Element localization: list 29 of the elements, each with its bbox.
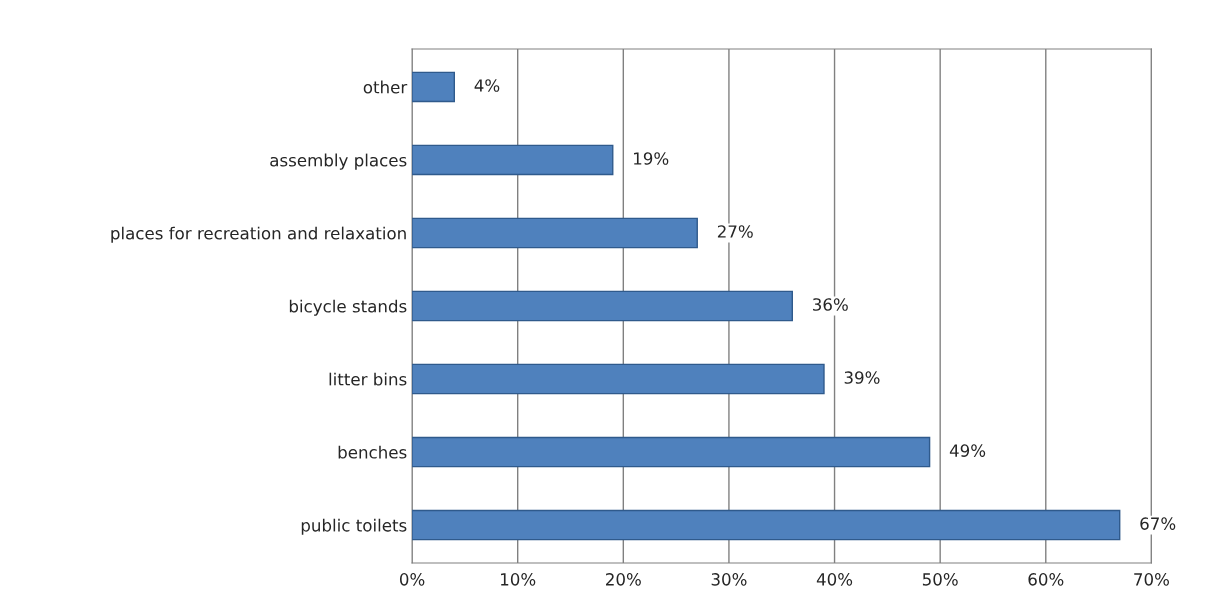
x-tick-label: 40%	[816, 573, 853, 586]
x-tick-label: 30%	[711, 573, 747, 586]
data-label: 36%	[813, 298, 848, 311]
x-tick-label: 70%	[1134, 573, 1169, 586]
bar	[412, 217, 698, 249]
x-tick-label: 20%	[606, 573, 641, 586]
bar	[412, 363, 825, 395]
bar	[412, 71, 456, 103]
data-label: 39%	[844, 371, 880, 384]
bar	[412, 144, 614, 176]
y-tick-label: bicycle stands	[289, 299, 407, 316]
y-tick-label: benches	[338, 445, 407, 459]
y-tick-label: public toilets	[301, 518, 407, 535]
data-label: 4%	[474, 79, 500, 92]
bar	[412, 290, 793, 322]
x-tick-label: 0%	[399, 573, 425, 586]
x-tick-label: 50%	[922, 573, 958, 586]
y-tick-label: assembly places	[270, 153, 407, 170]
y-tick-label: litter bins	[329, 372, 407, 386]
data-label: 27%	[717, 225, 753, 238]
x-tick-label: 60%	[1028, 573, 1064, 586]
x-tick-label: 10%	[501, 573, 536, 586]
data-label: 19%	[634, 152, 669, 165]
y-tick-label: other	[363, 80, 408, 94]
bar	[412, 509, 1121, 541]
data-label: 67%	[1140, 517, 1176, 530]
data-label: 49%	[949, 444, 986, 457]
bar	[412, 436, 931, 468]
y-tick-label: places for recreation and relaxation	[111, 226, 406, 243]
